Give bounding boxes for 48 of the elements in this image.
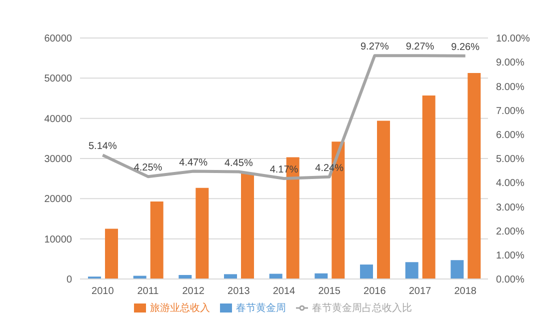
- legend-label: 旅游业总收入: [150, 303, 210, 314]
- y2-tick-label: 10.00%: [496, 34, 530, 45]
- y2-tick-label: 7.00%: [496, 106, 524, 117]
- x-tick-label: 2017: [408, 286, 432, 298]
- x-tick-label: 2012: [182, 286, 205, 298]
- x-tick-label: 2018: [454, 286, 477, 298]
- y-tick-label: 20000: [44, 194, 72, 206]
- x-tick-label: 2016: [364, 286, 386, 298]
- y2-tick-label: 0.00%: [496, 274, 524, 286]
- data-label: 4.45%: [224, 158, 253, 169]
- y2-tick-label: 2.00%: [496, 226, 524, 238]
- bar: [224, 274, 237, 279]
- y2-tick-label: 3.00%: [496, 202, 524, 214]
- x-tick-label: 2014: [272, 286, 296, 298]
- data-label: 4.25%: [134, 162, 162, 174]
- x-tick-label: 2015: [318, 286, 341, 298]
- y2-tick-label: 1.00%: [496, 250, 524, 262]
- bar: [150, 201, 164, 279]
- y2-tick-label: 4.00%: [496, 178, 524, 190]
- y-tick-label: 10000: [44, 234, 72, 246]
- data-label: 9.26%: [451, 42, 480, 53]
- y2-tick-label: 6.00%: [496, 130, 524, 141]
- x-tick-label: 2013: [228, 286, 250, 298]
- data-label: 9.27%: [360, 42, 389, 53]
- legend-label: 春节黄金周: [236, 303, 286, 314]
- data-label: 9.27%: [406, 42, 434, 53]
- data-label: 5.14%: [88, 141, 117, 152]
- y2-tick-label: 8.00%: [496, 82, 524, 93]
- bar: [377, 120, 390, 279]
- bar: [468, 72, 481, 279]
- y-tick-label: 30000: [44, 154, 72, 166]
- y2-tick-label: 5.00%: [496, 154, 524, 166]
- bar: [360, 264, 373, 279]
- y-tick-label: 40000: [44, 114, 72, 125]
- bar: [105, 228, 118, 279]
- bar: [450, 260, 464, 279]
- y-tick-label: 60000: [44, 34, 72, 45]
- bar: [196, 188, 209, 279]
- y-tick-label: 0: [66, 274, 72, 286]
- x-tick-label: 2011: [137, 286, 160, 298]
- x-tick-label: 2010: [92, 286, 114, 298]
- data-label: 4.47%: [179, 157, 208, 168]
- bar: [405, 262, 418, 279]
- legend-label: 春节黄金周占总收入比: [312, 303, 412, 314]
- bar: [241, 173, 254, 279]
- bar: [422, 95, 436, 279]
- y2-tick-label: 9.00%: [496, 58, 524, 69]
- y-tick-label: 50000: [44, 74, 72, 85]
